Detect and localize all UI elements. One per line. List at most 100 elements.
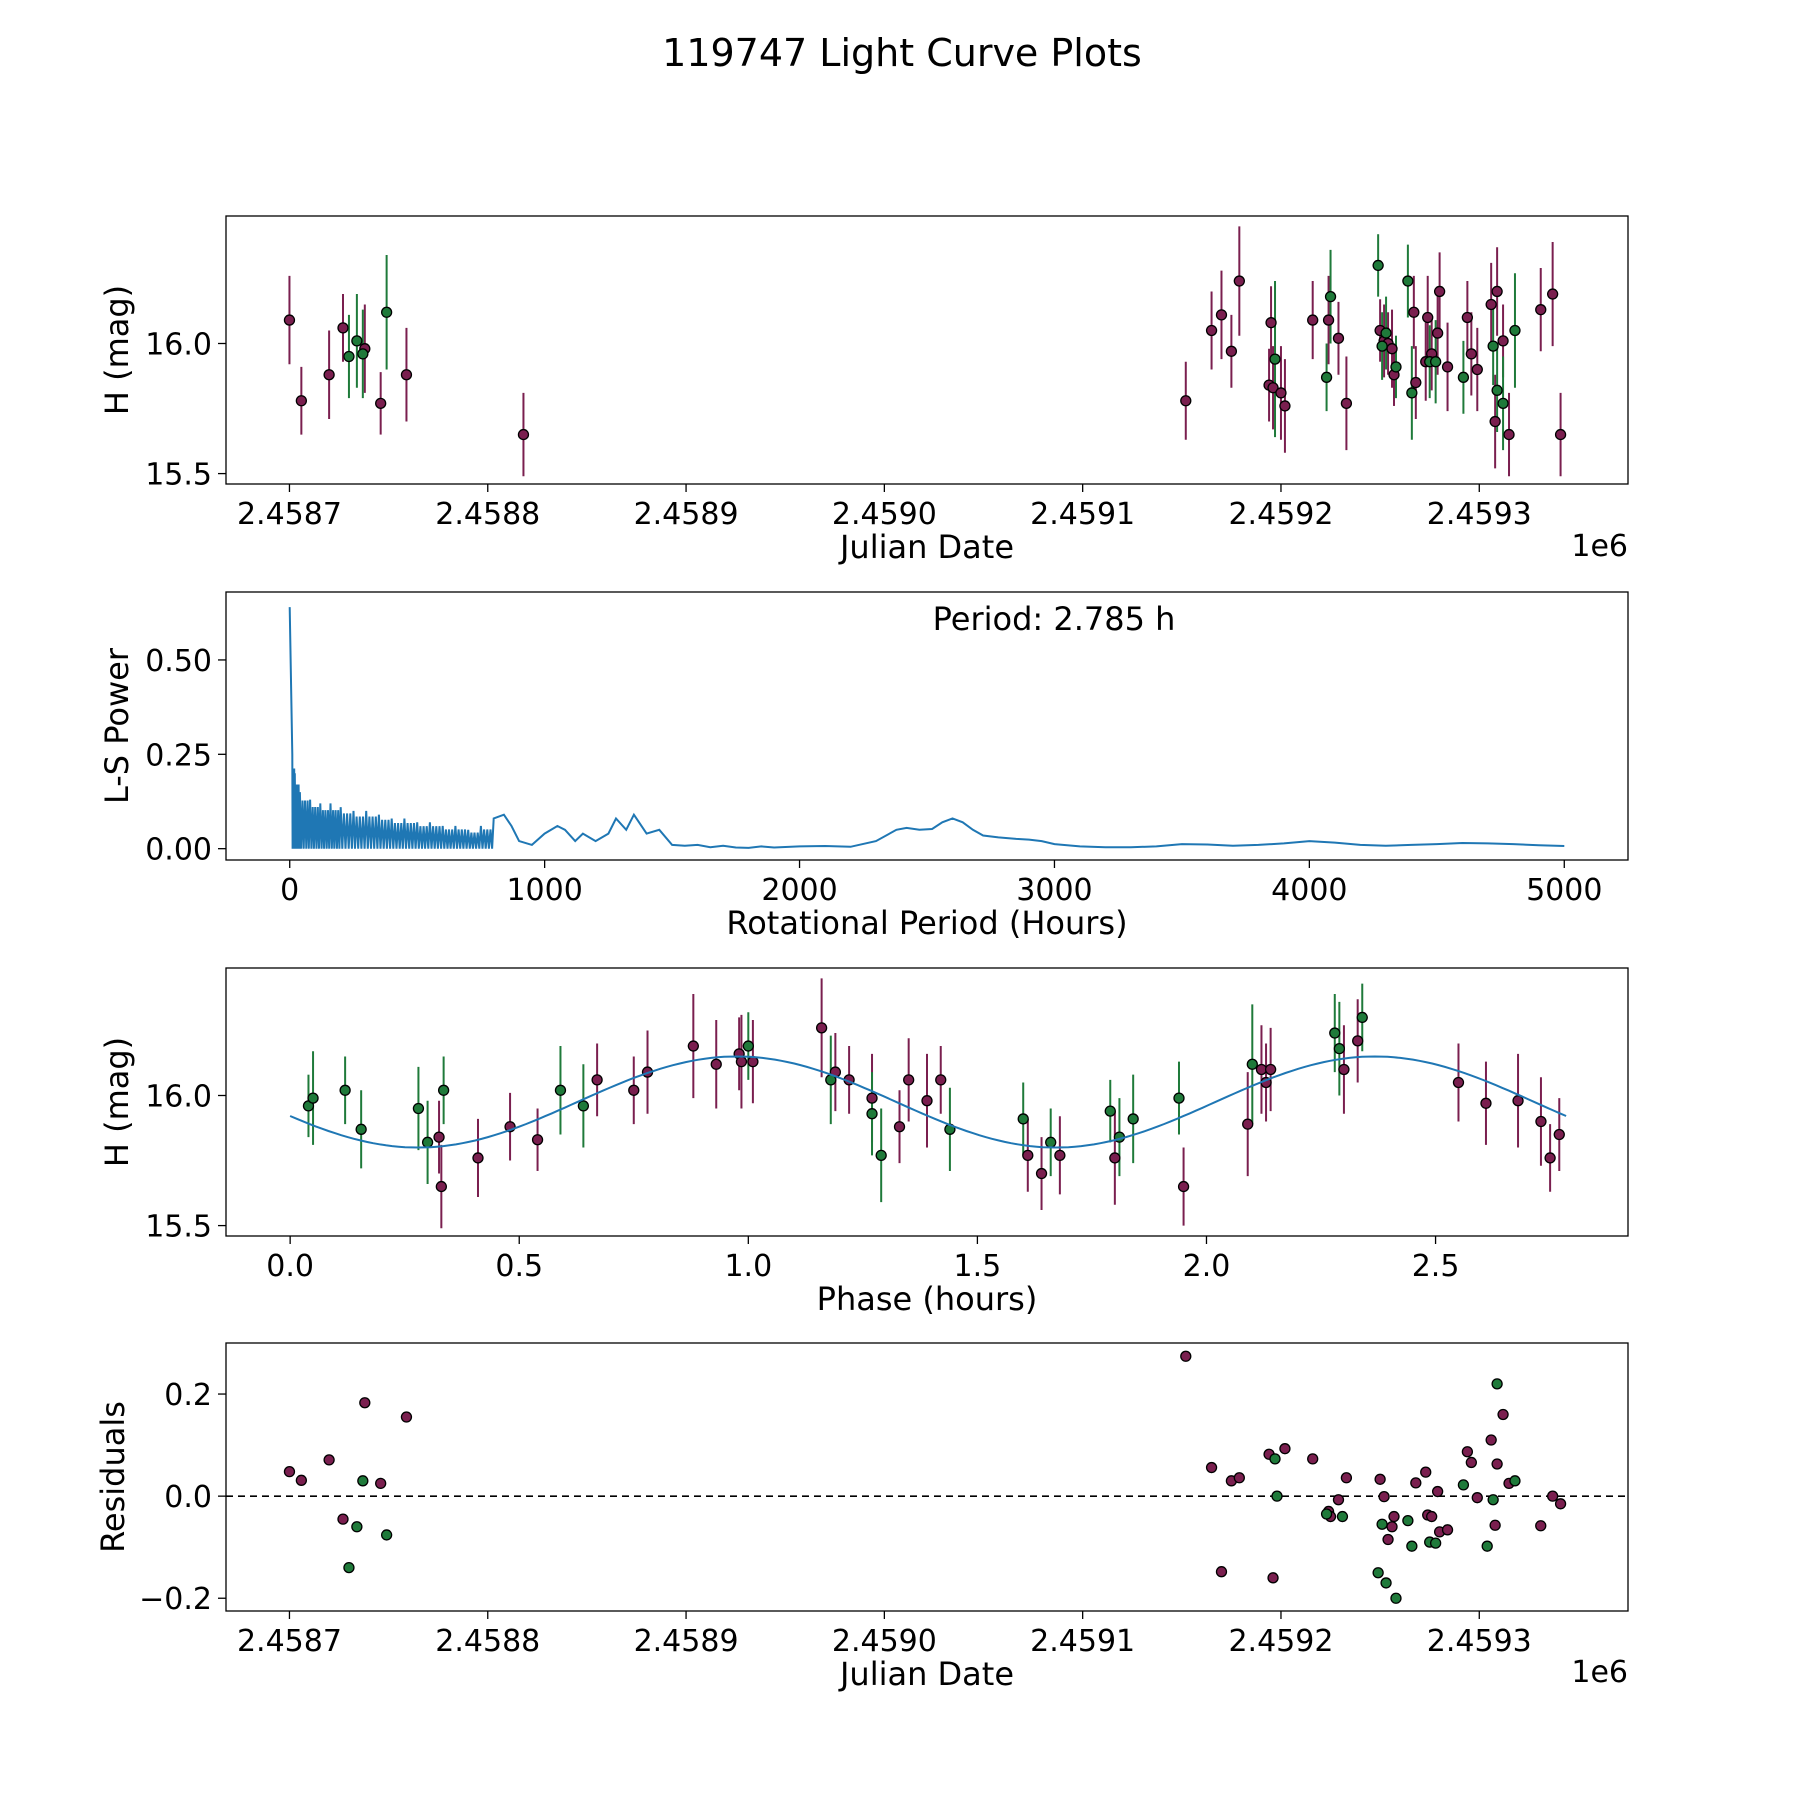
phase-point-r-band [1109, 1152, 1121, 1164]
residuals-point-r-band [1410, 1477, 1422, 1489]
phase-point-r-band [1553, 1128, 1565, 1141]
residuals-marks: 2.4587 2.4588 2.4589 2.4590 2.4591 2.4592 2.45… [139, 1350, 1628, 1659]
phase-point-r-band [1022, 1149, 1034, 1161]
phase-point-r-band [1255, 1063, 1268, 1076]
phase-point-g-band [866, 1108, 878, 1120]
phase-fit-line [289, 1055, 1567, 1149]
phase-xlabel: Phase (hours) [817, 1280, 1038, 1318]
phase-point-r-band [435, 1180, 447, 1193]
residuals-point-r-band [1332, 1494, 1345, 1506]
periodogram-xtick-label: 2000 [761, 873, 837, 908]
residuals-point-r-band [1180, 1350, 1192, 1362]
phase-point-r-band [1035, 1167, 1048, 1180]
light-curve-point-r-band [1225, 345, 1238, 357]
light-curve-point-r-band [1503, 428, 1515, 441]
residuals-point-r-band [1279, 1443, 1291, 1455]
phase-point-g-band [1104, 1105, 1116, 1117]
residuals-ytick-label: −0.2 [139, 1582, 212, 1617]
light-curve-point-g-band [380, 306, 393, 318]
residuals-xtick-label: 2.4588 [435, 1624, 540, 1659]
light-curve-ytick-label: 16.0 [145, 327, 212, 362]
light-curve-xlabel: Julian Date [838, 528, 1014, 566]
residuals-point-g-band [1320, 1508, 1333, 1520]
light-curve-point-g-band [1457, 371, 1470, 383]
residuals-point-r-band [1471, 1492, 1483, 1504]
phase-ytick-label: 16.0 [145, 1079, 212, 1114]
periodogram-xlabel: Rotational Period (Hours) [726, 904, 1127, 942]
light-curve-point-r-band [1546, 288, 1559, 300]
phase-ytick-label: 15.5 [145, 1210, 212, 1245]
light-curve-point-g-band [1491, 384, 1503, 396]
residuals-point-r-band [295, 1474, 308, 1486]
light-curve-point-g-band [1380, 327, 1392, 339]
phase-panel: 0.0 0.5 1.0 1.5 2.0 2.5 15.5 16.0 Phase (hours)… [98, 967, 1629, 1318]
phase-point-r-band [1264, 1063, 1277, 1076]
light-curve-xtick-label: 2.4588 [435, 497, 540, 532]
phase-point-g-band [307, 1092, 319, 1104]
residuals-point-g-band [1269, 1453, 1281, 1465]
phase-point-g-band [355, 1123, 367, 1135]
phase-point-r-band [893, 1121, 906, 1133]
light-curve-point-r-band [517, 428, 530, 441]
light-curve-offset-label: 1e6 [1571, 529, 1628, 564]
light-curve-panel: 2.4587 2.4588 2.4589 2.4590 2.4591 2.4592 2.45… [98, 215, 1629, 566]
light-curve-point-r-band [1461, 311, 1474, 324]
residuals-point-r-band [1461, 1446, 1474, 1458]
residuals-offset-label: 1e6 [1571, 1655, 1628, 1690]
residuals-xlabel: Julian Date [838, 1655, 1014, 1693]
residuals-point-g-band [1271, 1490, 1283, 1502]
residuals-point-r-band [1378, 1491, 1390, 1503]
light-curve-point-r-band [1489, 415, 1501, 428]
residuals-point-r-band [283, 1465, 296, 1478]
phase-point-r-band [1480, 1097, 1492, 1109]
light-curve-point-r-band [1205, 324, 1218, 337]
light-curve-point-g-band [343, 350, 355, 363]
light-curve-point-g-band [1487, 340, 1499, 352]
residuals-point-g-band [1376, 1518, 1388, 1530]
phase-point-r-band [866, 1092, 878, 1104]
light-curve-point-g-band [1372, 259, 1384, 272]
phase-point-r-band [735, 1056, 748, 1068]
residuals-xtick-label: 2.4590 [832, 1624, 937, 1659]
phase-point-g-band [1017, 1113, 1029, 1125]
light-curve-point-r-band [1485, 298, 1497, 311]
periodogram-xtick-label: 5000 [1526, 873, 1602, 908]
residuals-xtick-label: 2.4593 [1427, 1624, 1532, 1659]
phase-xtick-label: 1.0 [724, 1249, 772, 1284]
phase-point-r-band [472, 1152, 484, 1164]
residuals-point-g-band [1457, 1479, 1470, 1491]
light-curve-point-g-band [1376, 340, 1388, 352]
residuals-panel: 2.4587 2.4588 2.4589 2.4590 2.4591 2.4592 2.45… [94, 1342, 1629, 1693]
figure-title: 119747 Light Curve Plots [662, 31, 1142, 75]
periodogram-xtick-label: 0 [280, 873, 299, 908]
light-curve-point-r-band [1497, 335, 1509, 347]
phase-point-r-band [815, 1022, 828, 1034]
light-curve-point-r-band [295, 395, 308, 407]
residuals-point-r-band [1465, 1456, 1477, 1469]
light-curve-point-r-band [1332, 332, 1345, 344]
light-curve-xtick-label: 2.4591 [1030, 497, 1135, 532]
residuals-point-r-band [1535, 1520, 1547, 1532]
phase-point-r-band [1544, 1152, 1556, 1164]
phase-point-r-band [1352, 1035, 1364, 1047]
light-curve-point-r-band [1275, 387, 1287, 399]
residuals-point-g-band [1487, 1494, 1499, 1506]
light-curve-point-r-band [1267, 382, 1279, 394]
light-curve-point-g-band [1324, 291, 1337, 303]
residuals-point-r-band [337, 1513, 349, 1525]
periodogram-ytick-label: 0.50 [145, 644, 212, 679]
residuals-point-r-band [1382, 1533, 1394, 1546]
residuals-point-g-band [351, 1521, 363, 1533]
periodogram-ytick-label: 0.00 [145, 833, 212, 868]
phase-point-g-band [1329, 1027, 1341, 1039]
light-curve-point-r-band [1180, 395, 1192, 407]
phase-xtick-label: 2.5 [1412, 1249, 1460, 1284]
light-curve-point-g-band [1406, 387, 1418, 399]
periodogram-xtick-label: 1000 [506, 873, 582, 908]
residuals-point-r-band [1374, 1473, 1386, 1485]
phase-point-g-band [421, 1136, 434, 1148]
residuals-point-r-band [323, 1454, 335, 1466]
residuals-point-g-band [1491, 1378, 1503, 1390]
light-curve-point-r-band [1491, 285, 1503, 298]
phase-point-g-band [1173, 1092, 1185, 1104]
